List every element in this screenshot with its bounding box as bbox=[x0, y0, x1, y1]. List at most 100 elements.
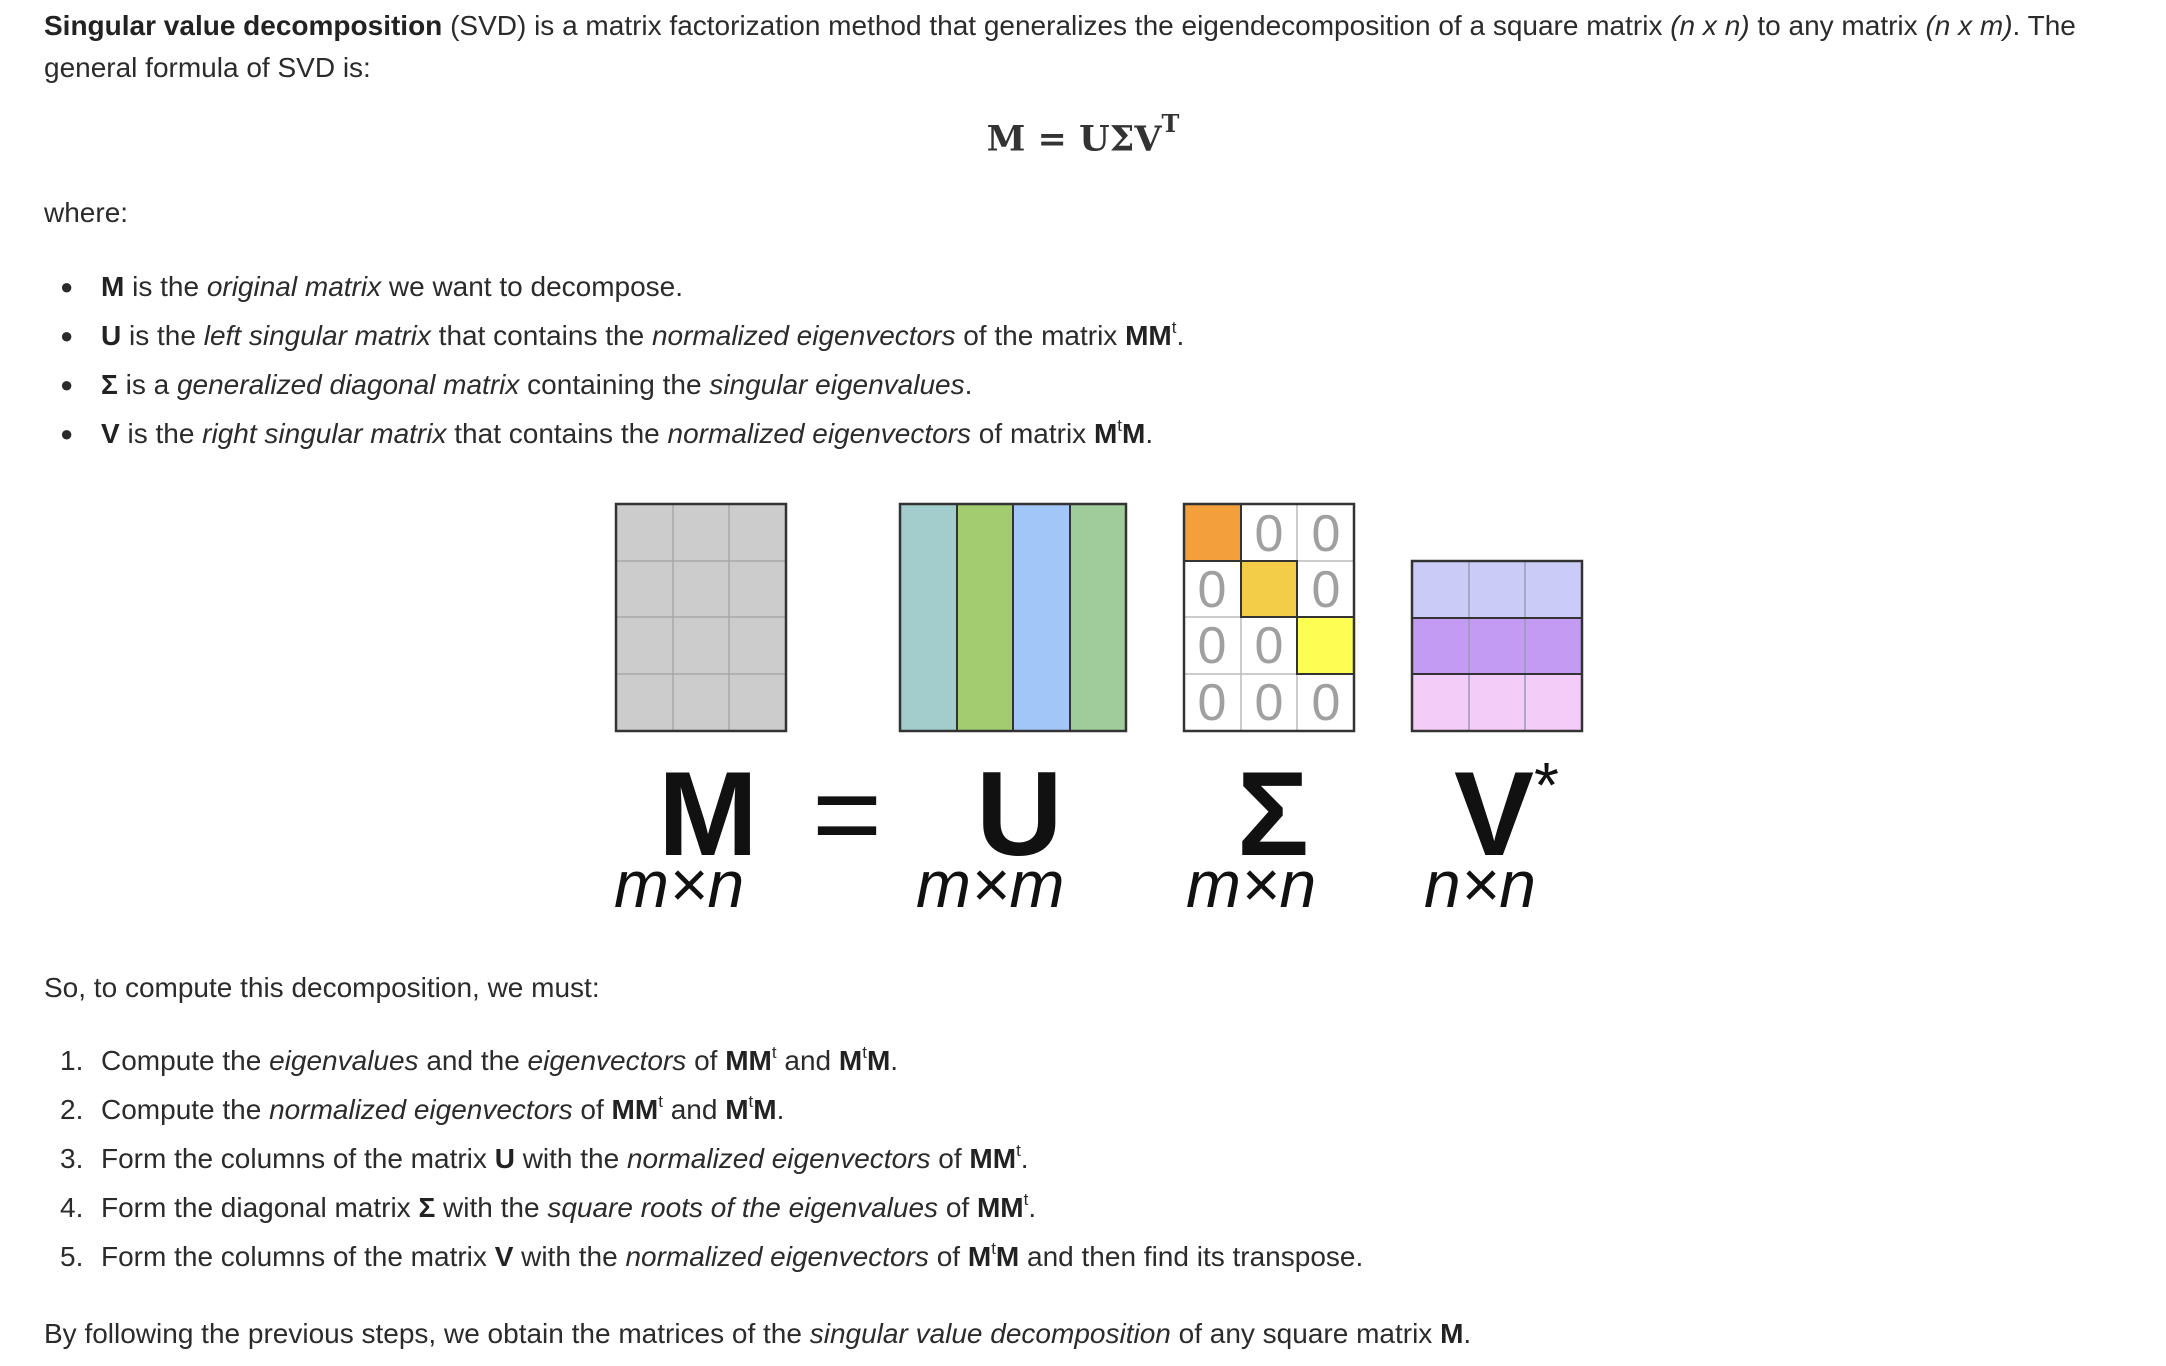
intro-text: (SVD) is a matrix factorization method t… bbox=[442, 10, 1671, 41]
text: and the bbox=[418, 1045, 528, 1076]
text: . bbox=[1176, 320, 1185, 351]
v-dims: n×n bbox=[1424, 847, 1536, 921]
emphasis: singular value decomposition bbox=[809, 1318, 1171, 1349]
square-dims: (n x n) bbox=[1670, 10, 1750, 41]
text: of bbox=[938, 1192, 977, 1223]
so-label: So, to compute this decomposition, we mu… bbox=[44, 972, 600, 1003]
text: . bbox=[964, 369, 973, 400]
term: MM bbox=[969, 1143, 1017, 1174]
text: . bbox=[1145, 418, 1154, 449]
term: V bbox=[494, 1241, 514, 1272]
v-label: V* bbox=[1454, 753, 1559, 874]
list-item: 5. Form the columns of the matrix V with … bbox=[60, 1232, 1363, 1281]
emphasis: left singular matrix bbox=[203, 320, 431, 351]
intro-paragraph: Singular value decomposition (SVD) is a … bbox=[44, 5, 2124, 89]
bullet-icon: ● bbox=[60, 274, 74, 299]
list-item: ● U is the left singular matrix that cont… bbox=[60, 311, 1184, 360]
text: with the bbox=[513, 1241, 626, 1272]
text: of bbox=[572, 1094, 612, 1125]
v-matrix bbox=[1410, 559, 1584, 733]
emphasis: normalized eigenvectors bbox=[651, 320, 956, 351]
m-matrix bbox=[614, 502, 788, 733]
step-number: 4. bbox=[60, 1192, 84, 1223]
superscript: t bbox=[1171, 317, 1177, 337]
superscript: t bbox=[991, 1238, 996, 1258]
bullet-icon: ● bbox=[60, 421, 74, 446]
sigma-matrix: 0 0 0 0 0 0 0 0 0 bbox=[1182, 502, 1356, 733]
v-row bbox=[1412, 674, 1582, 731]
superscript: t bbox=[1016, 1140, 1021, 1160]
term: U bbox=[494, 1143, 515, 1174]
text: is the bbox=[121, 320, 204, 351]
term: M bbox=[101, 271, 125, 302]
steps-list: 1. Compute the eigenvalues and the eigenv… bbox=[60, 1036, 1363, 1281]
v-letter: V bbox=[1454, 747, 1535, 881]
list-item: ● M is the original matrix we want to dec… bbox=[60, 262, 1184, 311]
sigma-zero: 0 bbox=[1198, 674, 1227, 732]
text: containing the bbox=[519, 369, 710, 400]
term: M bbox=[753, 1094, 777, 1125]
superscript: t bbox=[1117, 415, 1123, 435]
emphasis: normalized eigenvectors bbox=[269, 1094, 573, 1125]
text: of bbox=[928, 1241, 968, 1272]
term: M bbox=[1122, 418, 1146, 449]
sigma-zero: 0 bbox=[1255, 617, 1284, 675]
superscript: t bbox=[771, 1042, 777, 1062]
text: and bbox=[776, 1045, 839, 1076]
term: MM bbox=[1125, 320, 1172, 351]
text: and then find its transpose. bbox=[1019, 1241, 1364, 1272]
definitions-list: ● M is the original matrix we want to dec… bbox=[60, 262, 1184, 458]
sigma-dims: m×n bbox=[1186, 847, 1317, 921]
term: Σ bbox=[101, 369, 118, 400]
step-number: 3. bbox=[60, 1143, 84, 1174]
text: of the matrix bbox=[955, 320, 1126, 351]
u-dims: m×m bbox=[916, 847, 1065, 921]
superscript: t bbox=[862, 1042, 867, 1062]
term: M bbox=[995, 1241, 1020, 1272]
text: Compute the bbox=[101, 1045, 270, 1076]
list-item: ● V is the right singular matrix that con… bbox=[60, 409, 1184, 458]
text: of bbox=[686, 1045, 726, 1076]
text: is the bbox=[119, 418, 203, 449]
list-item: 2. Compute the normalized eigenvectors of… bbox=[60, 1085, 1363, 1134]
text: Form the columns of the matrix bbox=[101, 1241, 495, 1272]
sigma-diagonal-cell bbox=[1297, 617, 1354, 674]
superscript: t bbox=[658, 1091, 663, 1111]
term: MM bbox=[611, 1094, 659, 1125]
list-item: 3. Form the columns of the matrix U with … bbox=[60, 1134, 1363, 1183]
emphasis: original matrix bbox=[206, 271, 382, 302]
emphasis: generalized diagonal matrix bbox=[176, 369, 520, 400]
list-item: 1. Compute the eigenvalues and the eigenv… bbox=[60, 1036, 1363, 1085]
v-row bbox=[1412, 618, 1582, 674]
u-matrix bbox=[898, 502, 1128, 733]
sigma-zero: 0 bbox=[1255, 505, 1284, 563]
text: . bbox=[776, 1094, 785, 1125]
text: Compute the bbox=[101, 1094, 270, 1125]
sigma-zero: 0 bbox=[1312, 561, 1341, 619]
svd-term: Singular value decomposition bbox=[44, 10, 443, 41]
text: is a bbox=[117, 369, 177, 400]
sigma-zero: 0 bbox=[1312, 505, 1341, 563]
v-row bbox=[1412, 561, 1582, 618]
u-column bbox=[957, 504, 1013, 731]
text: we want to decompose. bbox=[381, 271, 684, 302]
term: U bbox=[101, 320, 122, 351]
formula-base: M = UΣV bbox=[986, 118, 1162, 160]
text: of any square matrix bbox=[1170, 1318, 1441, 1349]
emphasis: normalized eigenvectors bbox=[667, 418, 972, 449]
text: . bbox=[890, 1045, 899, 1076]
text: By following the previous steps, we obta… bbox=[44, 1318, 810, 1349]
text: that contains the bbox=[430, 320, 652, 351]
m-label: M bbox=[658, 747, 758, 881]
superscript: t bbox=[748, 1091, 754, 1111]
text: with the bbox=[514, 1143, 627, 1174]
term: M bbox=[866, 1045, 891, 1076]
text: of matrix bbox=[971, 418, 1094, 449]
step-number: 2. bbox=[60, 1094, 84, 1125]
sigma-diagonal-cell bbox=[1184, 504, 1241, 561]
equals-sign: = bbox=[812, 747, 883, 881]
emphasis: singular eigenvalues bbox=[709, 369, 965, 400]
text: of bbox=[930, 1143, 970, 1174]
bullet-icon: ● bbox=[60, 372, 74, 397]
